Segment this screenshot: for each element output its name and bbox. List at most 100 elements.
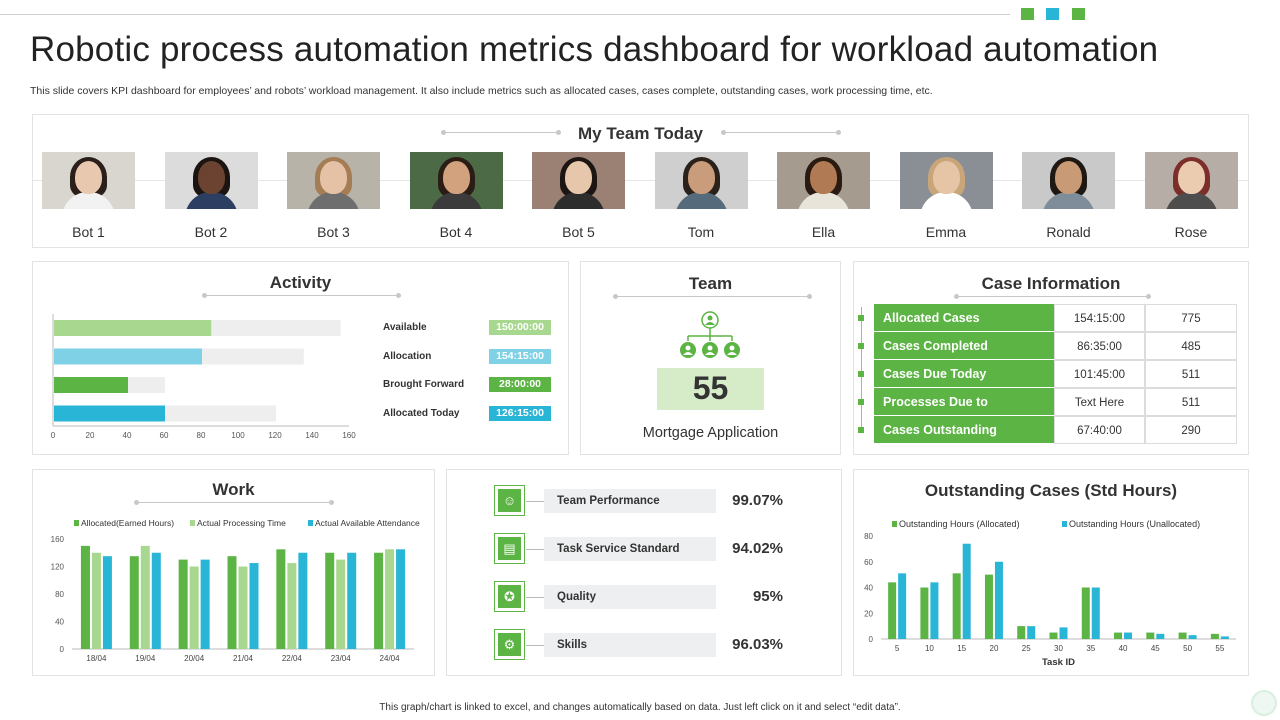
team-member: Bot 5: [532, 152, 625, 240]
case-row-time: 67:40:00: [1054, 416, 1145, 444]
legend-label: Outstanding Hours (Allocated): [899, 519, 1020, 529]
team-member: Tom: [654, 152, 748, 240]
skills-gear-icon: ⚙: [494, 629, 525, 660]
photo-body: [674, 192, 728, 209]
bar: [1188, 635, 1197, 639]
activity-tick-label: 40: [123, 431, 132, 440]
case-info-rule: [954, 294, 1151, 299]
team-card-label: Mortgage Application: [642, 425, 779, 441]
quality-badge-icon: ✪: [494, 581, 525, 612]
metric-icon-glyph: ▤: [498, 537, 521, 560]
activity-bar: [54, 320, 212, 336]
team-member: Emma: [899, 152, 993, 240]
service-standard-icon: ▤: [494, 533, 525, 564]
metric-label: Skills: [544, 633, 716, 657]
legend-label: Allocated(Earned Hours): [81, 518, 174, 528]
member-name: Ronald: [1046, 224, 1091, 240]
x-tick-label: 15: [957, 644, 966, 653]
activity-tick-label: 80: [197, 431, 206, 440]
photo-body: [919, 192, 973, 209]
legend-swatch: [74, 520, 79, 526]
work-bar-chart: 0 40 80 120 160 18/04 19/04 20/04 21/04 22/04 23/0…: [51, 518, 420, 663]
activity-bar: [54, 405, 165, 422]
bar: [129, 556, 139, 649]
photo-body: [184, 192, 238, 209]
work-title: Work: [212, 480, 255, 499]
x-tick-label: 19/04: [135, 654, 156, 663]
photo-body: [307, 192, 360, 209]
activity-value-badge: 150:00:00: [489, 320, 551, 335]
photo-face: [1177, 161, 1205, 194]
member-photo: [1022, 152, 1115, 209]
bar: [385, 549, 395, 649]
team-member: Bot 4: [409, 152, 503, 240]
photo-face: [320, 161, 347, 194]
photo-face: [75, 161, 102, 194]
bar: [1156, 633, 1165, 639]
corner-decoration: [1251, 690, 1277, 716]
metric-value: 95%: [752, 588, 783, 605]
member-photo: [287, 152, 380, 209]
x-tick-label: 30: [1054, 644, 1063, 653]
bar: [287, 563, 297, 649]
activity-title: Activity: [269, 273, 332, 292]
team-panel-title: My Team Today: [577, 124, 703, 143]
accent-square-blue: [1046, 8, 1059, 20]
metric-connector: [526, 501, 544, 502]
x-tick-label: 24/04: [380, 654, 401, 663]
case-row-time: 86:35:00: [1054, 332, 1145, 360]
metric-icon-glyph: ✪: [498, 585, 521, 608]
photo-face: [565, 161, 592, 194]
y-tick-label: 160: [51, 535, 65, 544]
member-photo: [409, 152, 503, 209]
case-row-label: Cases Due Today: [874, 360, 1054, 388]
case-row-marker: [858, 343, 864, 349]
case-row-marker: [858, 371, 864, 377]
member-photo: [899, 152, 993, 209]
org-chart-icon: [680, 311, 740, 358]
x-tick-label: 25: [1022, 644, 1031, 653]
case-row-time: Text Here: [1054, 388, 1145, 416]
activity-value-badge: 126:15:00: [489, 405, 551, 421]
bar: [1081, 587, 1090, 639]
bar: [1017, 626, 1026, 639]
team-member: Ronald: [1022, 152, 1115, 240]
photo-body: [1042, 192, 1095, 209]
bar: [347, 552, 357, 649]
bar: [140, 545, 150, 649]
outstanding-bar-chart: 0 20 40 60 80 5 10 15 20 25 30 35 40 45 50 55 Outstandin…: [864, 519, 1236, 668]
bar: [178, 559, 188, 649]
member-photo: [777, 152, 870, 209]
photo-body: [429, 192, 483, 209]
y-tick-label: 0: [60, 645, 65, 654]
legend-label: Actual Available Attendance: [315, 518, 420, 528]
team-count-value: 55: [692, 370, 729, 406]
bar: [298, 552, 308, 649]
work-title-rule: [134, 500, 334, 505]
team-member: Bot 2: [164, 152, 258, 240]
case-row-label: Cases Outstanding: [874, 416, 1054, 444]
team-performance-icon: ☺: [494, 485, 525, 516]
member-name: Bot 3: [317, 224, 350, 240]
activity-tick-label: 160: [342, 431, 356, 440]
bar: [374, 552, 384, 649]
team-card-title: Team: [688, 274, 733, 293]
metric-value: 99.07%: [732, 492, 783, 509]
bar: [189, 566, 199, 649]
activity-title-rule: [202, 293, 401, 298]
photo-face: [197, 161, 225, 194]
case-row-count: 290: [1145, 416, 1237, 444]
activity-bar-chart: 0 20 40 60 80 100 120 140 160: [51, 314, 356, 440]
x-tick-label: 23/04: [331, 654, 352, 663]
activity-bar: [54, 377, 128, 393]
activity-tick-label: 0: [51, 431, 56, 440]
y-tick-label: 80: [864, 532, 873, 541]
bar: [249, 563, 259, 649]
activity-value-badge: 154:15:00: [489, 348, 551, 364]
bar: [1146, 632, 1155, 639]
team-card-rule: [613, 294, 812, 299]
bar: [91, 552, 101, 649]
member-name: Bot 5: [562, 224, 595, 240]
page-subtitle: This slide covers KPI dashboard for empl…: [30, 85, 933, 97]
case-row-time: 154:15:00: [1054, 304, 1145, 332]
